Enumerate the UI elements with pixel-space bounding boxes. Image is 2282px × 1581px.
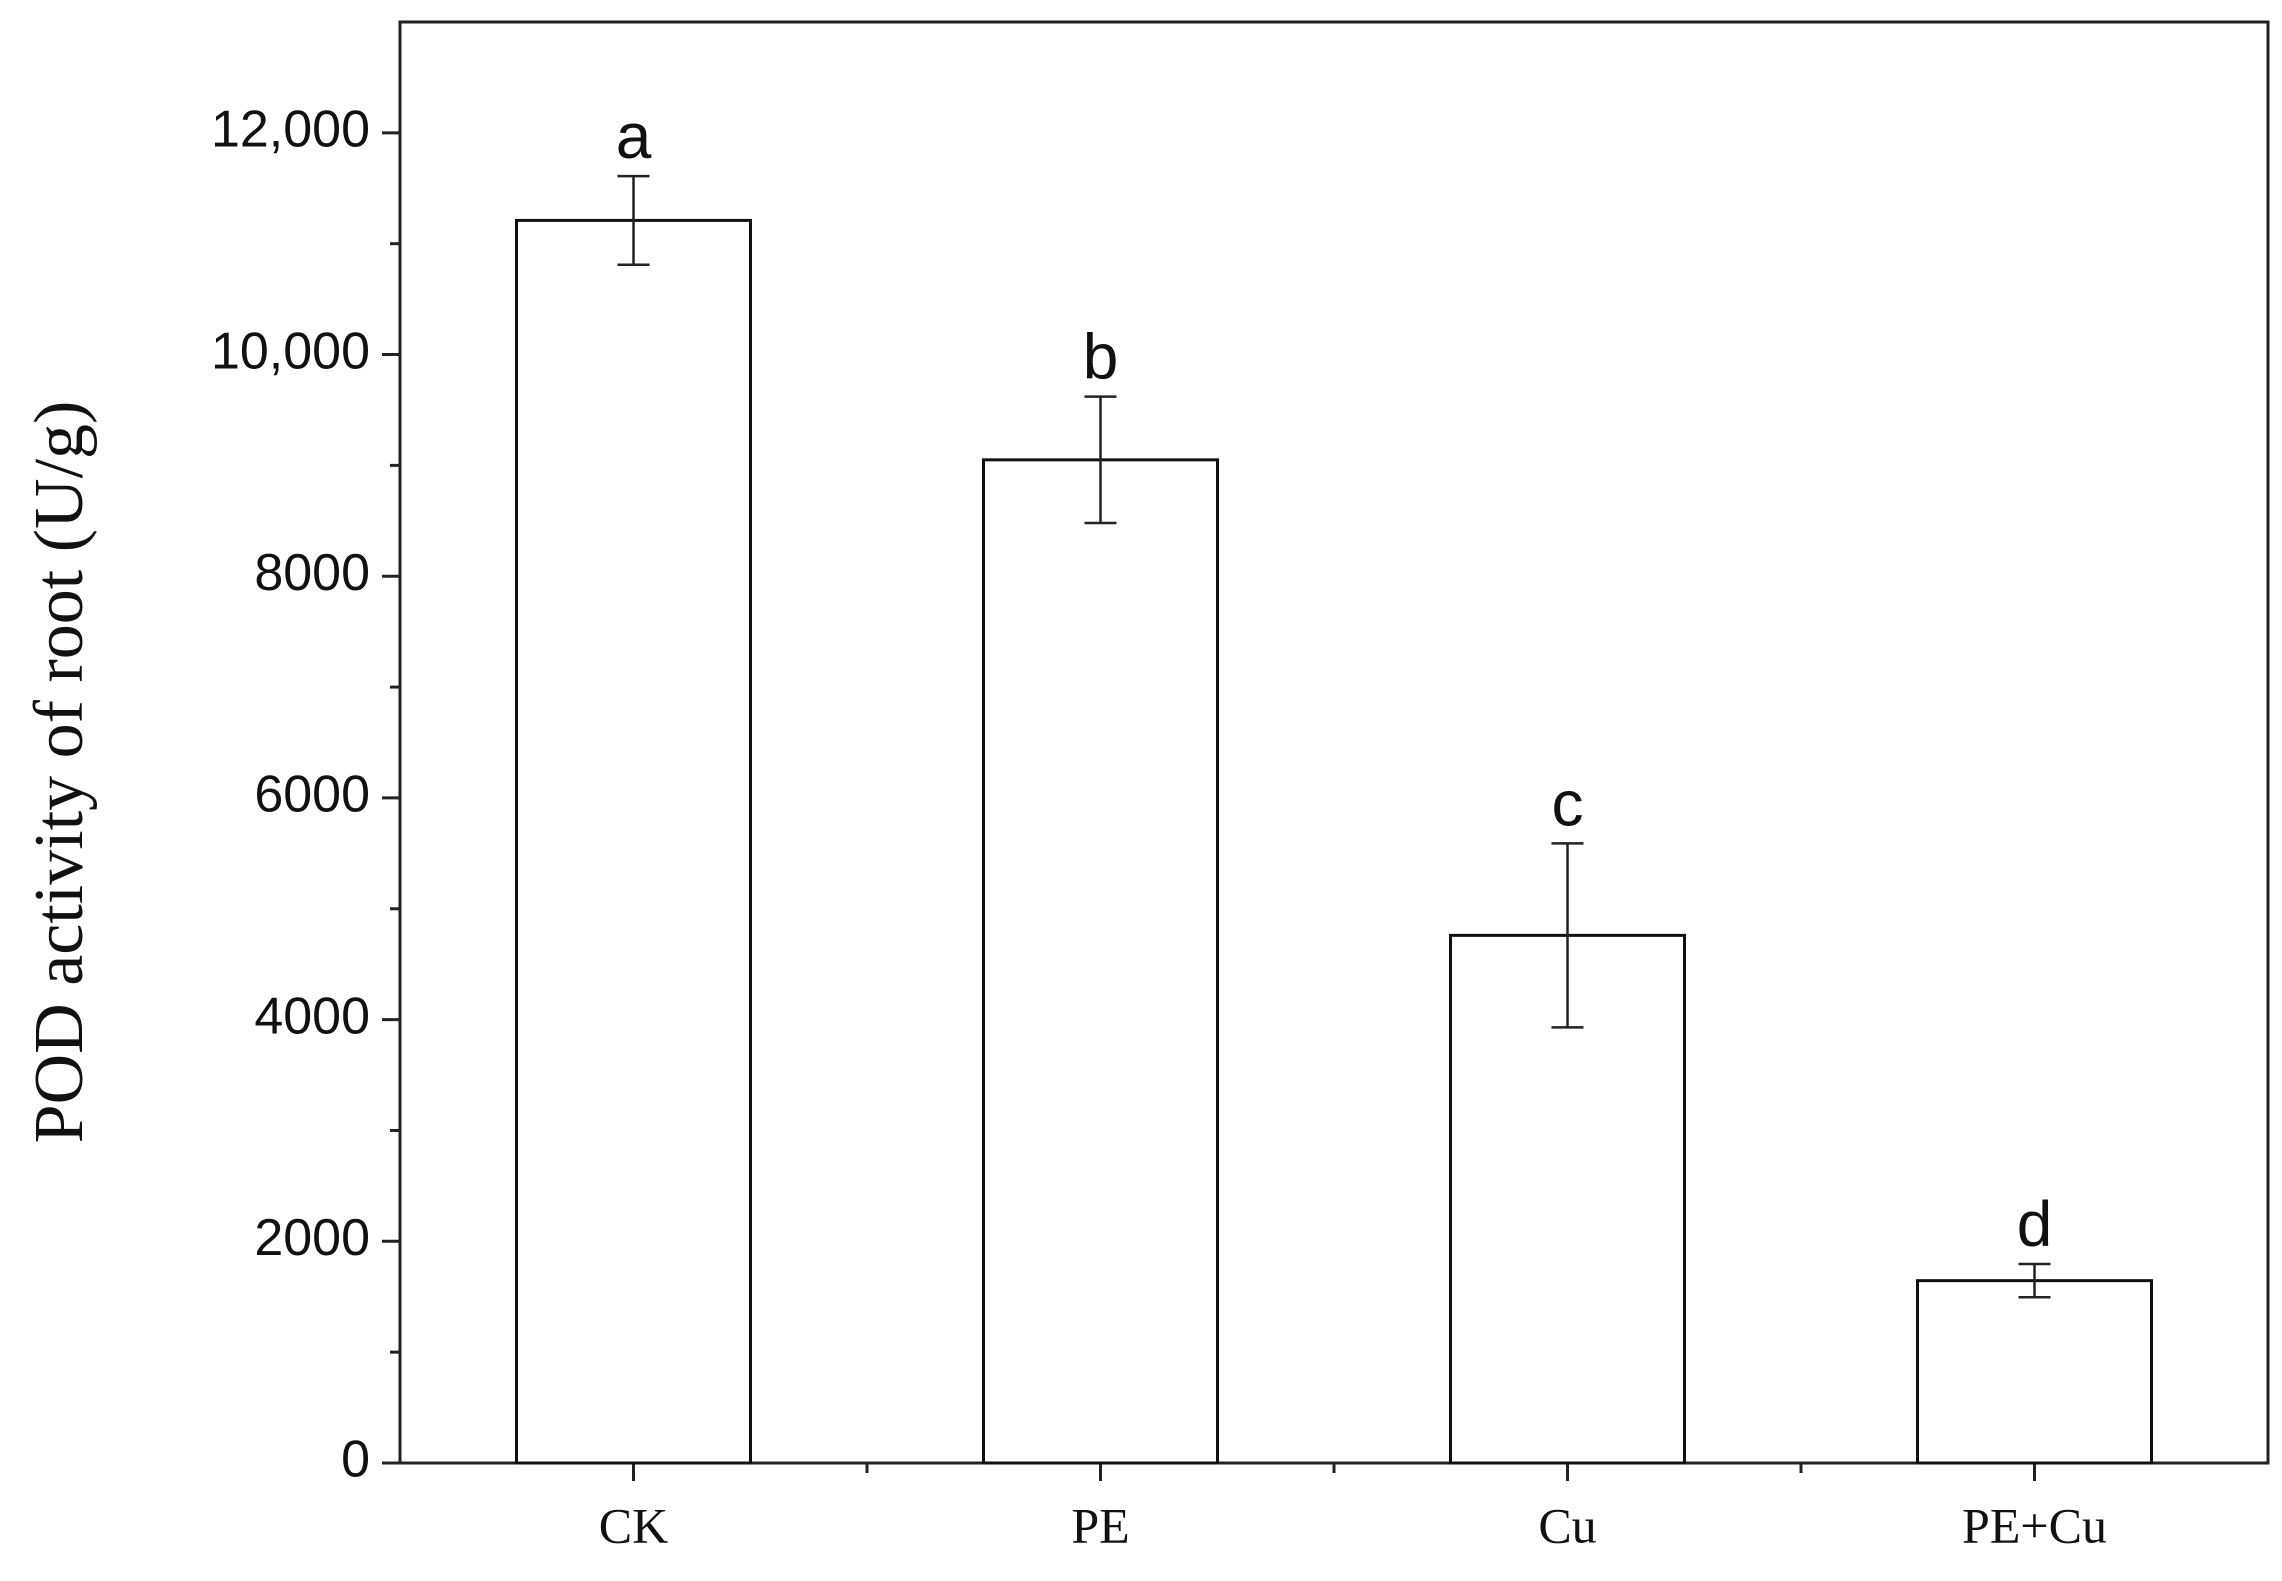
x-tick-label: CK xyxy=(599,1497,668,1553)
y-tick-label: 10,000 xyxy=(211,322,370,380)
significance-label: c xyxy=(1552,767,1584,839)
significance-label: a xyxy=(616,100,652,172)
bar xyxy=(982,458,1219,1465)
y-tick-label: 6000 xyxy=(254,766,370,824)
y-tick-label: 4000 xyxy=(254,987,370,1045)
bar xyxy=(1916,1279,2153,1465)
bar xyxy=(515,218,752,1465)
x-tick-label: PE xyxy=(1071,1497,1129,1553)
y-tick-label: 12,000 xyxy=(211,101,370,159)
y-tick-label: 8000 xyxy=(254,544,370,602)
x-tick-label: PE+Cu xyxy=(1962,1497,2107,1553)
significance-label: b xyxy=(1083,321,1119,393)
y-tick-label: 0 xyxy=(341,1431,370,1489)
y-tick-label: 2000 xyxy=(254,1209,370,1267)
significance-label: d xyxy=(2017,1188,2053,1260)
x-tick-label: Cu xyxy=(1538,1497,1596,1553)
y-axis-label: POD activity of root (U/g) xyxy=(21,401,98,1144)
